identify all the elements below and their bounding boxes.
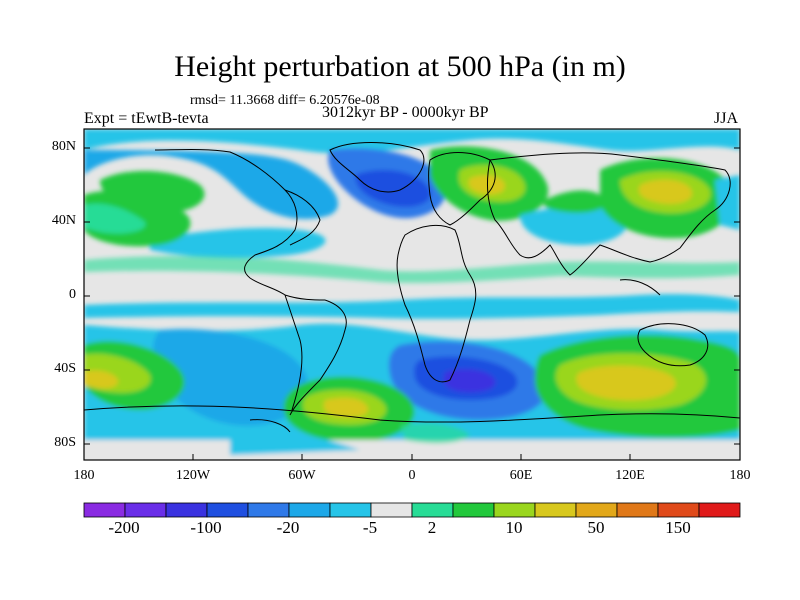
lon-label-0: 0	[408, 468, 416, 483]
colorbar-swatch	[247, 502, 290, 518]
period-label: 3012kyr BP - 0000kyr BP	[322, 104, 489, 121]
lat-label-40n: 40N	[51, 213, 76, 228]
plot-title: Height perturbation at 500 hPa (in m)	[174, 50, 626, 83]
coastlines	[84, 142, 740, 433]
colorbar-label: 10	[505, 518, 523, 537]
lon-label-60w: 60W	[288, 468, 316, 483]
colorbar-label: -5	[362, 518, 378, 537]
colorbar-swatch	[575, 502, 618, 518]
colorbar	[83, 502, 741, 518]
colorbar-swatch	[452, 502, 495, 518]
colorbar-label: 50	[587, 518, 605, 537]
stats-text: rmsd= 11.3668 diff= 6.20576e-08	[190, 93, 380, 108]
lon-label-180w: 180	[73, 468, 95, 483]
lon-label-120e: 120E	[615, 468, 645, 483]
contour-field	[84, 129, 740, 460]
lat-label-0: 0	[69, 287, 76, 302]
lat-label-80s: 80S	[54, 435, 76, 450]
colorbar-swatch	[534, 502, 577, 518]
colorbar-swatch	[206, 502, 249, 518]
colorbar-swatch	[657, 502, 700, 518]
colorbar-swatch	[124, 502, 167, 518]
season-label: JJA	[714, 110, 739, 127]
colorbar-label: -100	[190, 518, 222, 537]
colorbar-label: -20	[276, 518, 300, 537]
colorbar-swatch	[370, 502, 413, 518]
colorbar-label: 150	[665, 518, 691, 537]
colorbar-swatch	[411, 502, 454, 518]
colorbar-label: 2	[427, 518, 437, 537]
colorbar-swatch	[698, 502, 741, 518]
colorbar-swatch	[329, 502, 372, 518]
axis-ticks	[83, 147, 741, 460]
experiment-label: Expt = tEwtB-tevta	[84, 110, 209, 127]
lat-label-40s: 40S	[54, 361, 76, 376]
lon-label-120w: 120W	[175, 468, 211, 483]
colorbar-swatch	[493, 502, 536, 518]
colorbar-swatch	[288, 502, 331, 518]
colorbar-swatch	[616, 502, 659, 518]
lon-label-60e: 60E	[509, 468, 533, 483]
lon-label-180e: 180	[729, 468, 751, 483]
lat-label-80n: 80N	[51, 139, 76, 154]
colorbar-label: -200	[108, 518, 140, 537]
colorbar-swatch	[165, 502, 208, 518]
colorbar-swatch	[83, 502, 126, 518]
